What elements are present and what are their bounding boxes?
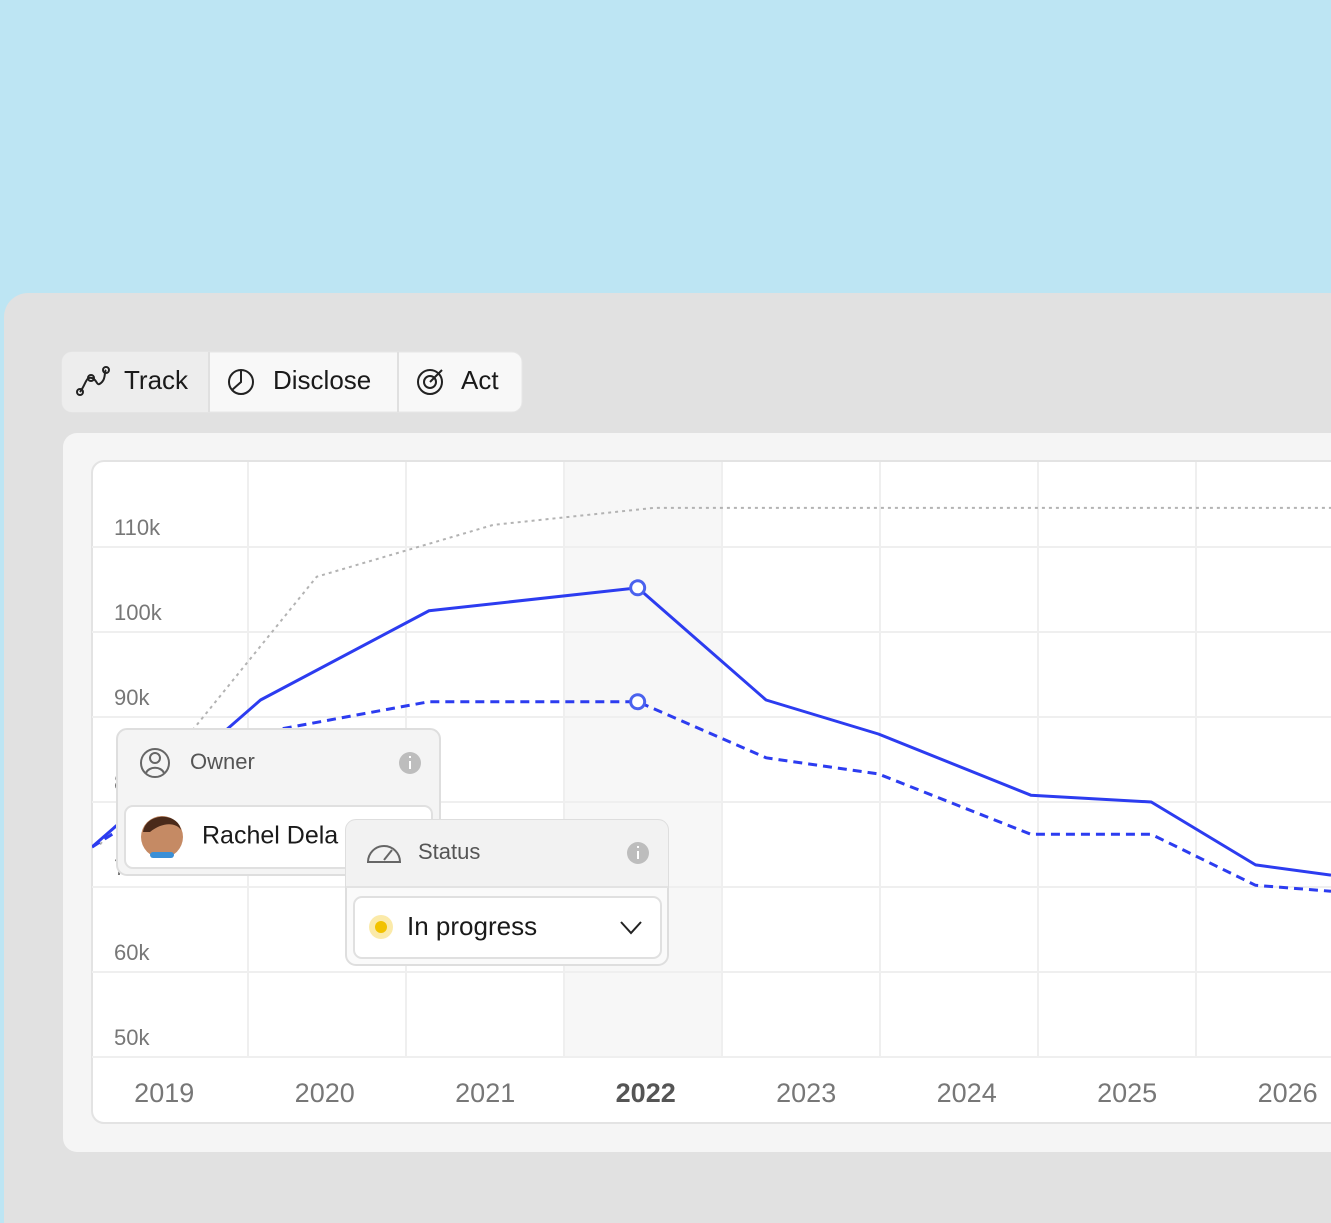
status-card: Status In progress	[346, 820, 668, 965]
tab-bar: Track Disclose Act	[62, 352, 522, 412]
y-tick-label: 100k	[114, 600, 163, 625]
selected-column	[564, 462, 722, 1057]
x-tick-label: 2023	[776, 1078, 836, 1108]
owner-name: Rachel Dela	[202, 822, 338, 850]
x-tick-label: 2019	[134, 1078, 194, 1108]
owner-title: Owner	[190, 749, 255, 774]
tab-label[interactable]: Disclose	[273, 365, 371, 395]
tab-label[interactable]: Track	[124, 365, 189, 395]
status-title: Status	[418, 839, 480, 864]
x-tick-label: 2025	[1097, 1078, 1157, 1108]
status-value: In progress	[407, 911, 537, 941]
page: Track Disclose Act 50k60k70k80k90k100k11…	[0, 0, 1331, 1223]
x-tick-label: 2022	[616, 1078, 676, 1108]
y-tick-label: 60k	[114, 940, 150, 965]
tab-label[interactable]: Act	[461, 365, 499, 395]
x-tick-label: 2024	[937, 1078, 997, 1108]
status-dot	[375, 921, 387, 933]
y-tick-label: 110k	[114, 515, 161, 540]
point-marker	[631, 695, 645, 709]
x-tick-label: 2020	[295, 1078, 355, 1108]
x-tick-label: 2021	[455, 1078, 515, 1108]
x-tick-label: 2026	[1258, 1078, 1318, 1108]
screen: Track Disclose Act 50k60k70k80k90k100k11…	[0, 0, 1331, 1223]
point-marker	[631, 581, 645, 595]
y-tick-label: 90k	[114, 685, 150, 710]
y-tick-label: 50k	[114, 1025, 150, 1050]
